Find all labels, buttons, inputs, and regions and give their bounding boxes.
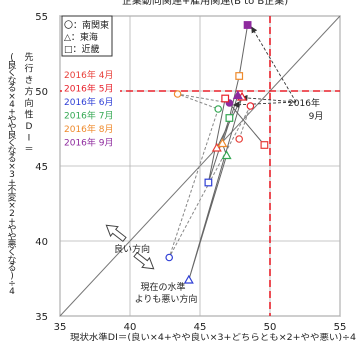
x-tick-label: 55	[334, 322, 347, 333]
better-direction-icon	[105, 224, 127, 243]
annotation-worse-line1: 現在の水準	[140, 281, 185, 293]
x-axis-label: 現状水準DI＝(良い×4+やや良い×3+どちらとも×2+やや悪い)÷4	[70, 331, 356, 343]
data-point-triangle	[211, 142, 222, 152]
y-axis-label-formula: (良くなる× 4 +やや良くなる× 3 +不変× 2 +やや悪くなる) ÷ 4	[7, 53, 16, 297]
marker-legend-item: □：近畿	[64, 43, 100, 55]
annotation-bg	[284, 96, 324, 126]
data-point-square	[225, 114, 234, 122]
worse-direction-icon	[133, 251, 155, 270]
diagonal-line	[59, 15, 341, 317]
data-point-square	[260, 141, 269, 149]
y-tick-label: 45	[35, 162, 48, 173]
data-point-square	[243, 21, 252, 29]
data-point-circle	[173, 90, 182, 98]
x-tick-label: 50	[264, 322, 277, 333]
annotation-latest-line2: 9月	[309, 111, 324, 122]
y-tick-label: 40	[35, 237, 48, 248]
data-point-triangle	[221, 150, 232, 160]
data-point-circle	[214, 105, 223, 113]
month-legend-item: 2016年 6月	[64, 96, 114, 108]
month-legend-item: 2016年 5月	[64, 83, 114, 95]
series-line-南関東	[168, 93, 251, 258]
data-point-square	[221, 94, 230, 103]
data-point-triangle	[232, 90, 243, 100]
y-tick-label: 50	[35, 87, 48, 98]
annotation-arrow	[251, 26, 297, 103]
data-point-triangle	[217, 138, 228, 148]
month-legend-item: 2016年 9月	[64, 137, 114, 149]
x-tick-label: 40	[124, 322, 137, 333]
month-legend-item: 2016年 4月	[64, 69, 114, 81]
marker-legend-box	[61, 15, 113, 57]
chart-title: 企業動向関連+雇用関連(B to B企業)	[122, 0, 288, 7]
x-tick-label: 35	[54, 322, 67, 333]
data-point-circle	[235, 135, 244, 143]
annotation-arrow	[232, 101, 297, 108]
annotation-arrow	[241, 94, 297, 103]
month-legend-item: 2016年 7月	[64, 110, 114, 122]
y-tick-label: 55	[35, 12, 48, 23]
data-point-square	[235, 72, 244, 80]
marker-legend-item: 〇：南関東	[64, 19, 109, 31]
annotation-latest-line1: 2016年	[288, 97, 320, 109]
data-point-circle	[246, 102, 255, 110]
y-axis-label: 先行き方向性 D I ＝	[24, 51, 33, 155]
marker-legend-item: △：東海	[64, 31, 98, 43]
x-tick-label: 45	[194, 322, 207, 333]
data-point-triangle	[183, 274, 194, 284]
annotation-better-direction: 良い方向	[114, 243, 150, 255]
annotation-worse-line2: よりも悪い方向	[135, 293, 198, 305]
month-legend-item: 2016年 8月	[64, 123, 114, 135]
data-point-square	[204, 178, 213, 187]
data-point-circle	[165, 253, 174, 262]
month-legend-bg	[62, 68, 120, 152]
y-tick-label: 35	[35, 312, 48, 323]
